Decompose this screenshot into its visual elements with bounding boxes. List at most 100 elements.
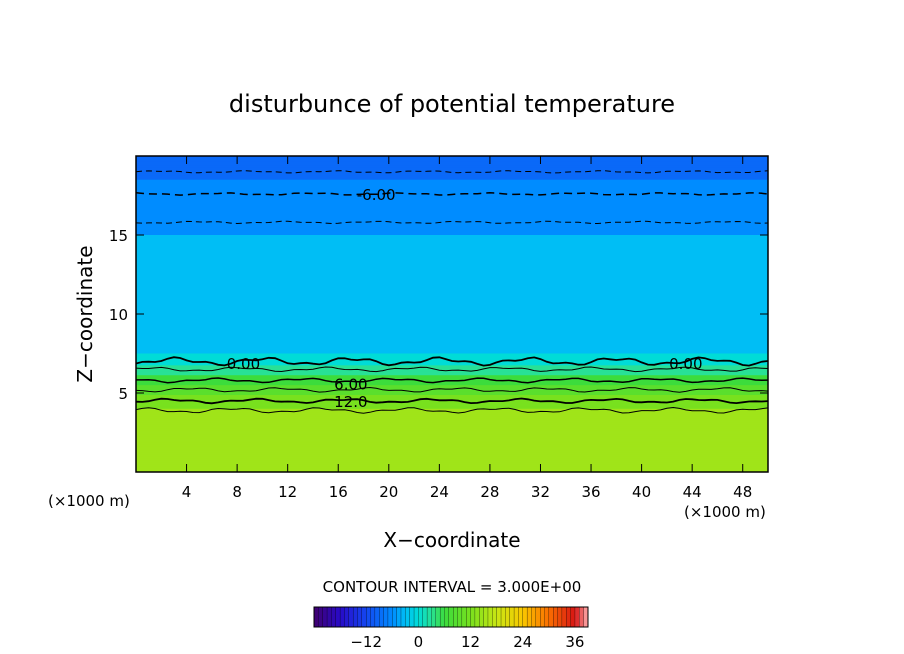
color-band (136, 233, 768, 236)
color-band (136, 306, 768, 309)
colorbar-cell (387, 606, 393, 628)
color-band (136, 450, 768, 453)
color-band (136, 209, 768, 212)
chart-title: disturbunce of potential temperature (229, 90, 675, 118)
colorbar-cell (570, 606, 576, 628)
colorbar-cell (348, 606, 354, 628)
color-band (136, 460, 768, 463)
color-band (136, 444, 768, 447)
color-band (136, 454, 768, 457)
color-band (136, 217, 768, 220)
color-band (136, 321, 768, 325)
color-band (136, 205, 768, 208)
color-band (136, 270, 768, 274)
color-band (136, 337, 768, 341)
colorbar-cell (339, 606, 345, 628)
color-band (136, 219, 768, 222)
color-band (136, 256, 768, 260)
colorbar-cell (379, 606, 385, 628)
x-tick-label: 20 (379, 483, 398, 501)
colorbar-cell (318, 606, 324, 628)
color-band (136, 355, 768, 359)
y-axis-ticks: 5 10 15 (109, 227, 768, 403)
color-band (136, 189, 768, 193)
colorbar-cell (513, 606, 519, 628)
colorbar-cell (431, 606, 437, 628)
color-band (136, 225, 768, 228)
y-tick-label: 5 (118, 385, 128, 403)
color-band (136, 383, 768, 386)
contour-line (136, 356, 768, 367)
colorbar-cell (435, 606, 441, 628)
colorbar-cell (322, 606, 328, 628)
color-band (136, 393, 768, 396)
color-band (136, 296, 768, 299)
color-band (136, 276, 768, 280)
x-tick-label: 24 (430, 483, 449, 501)
color-band (136, 181, 768, 185)
color-band (136, 466, 768, 469)
color-band (136, 333, 768, 337)
colorbar-cell (487, 606, 493, 628)
contour-line (136, 377, 768, 384)
color-band (136, 238, 768, 242)
colorbar-cell (326, 606, 332, 628)
colorbar-ticks: −12 0 12 24 36 (350, 633, 584, 651)
color-band (136, 314, 768, 317)
color-band (136, 329, 768, 333)
color-band (136, 286, 768, 289)
color-band (136, 353, 768, 357)
color-band (136, 211, 768, 214)
color-band (136, 173, 768, 177)
colorbar-cell (374, 606, 380, 628)
color-band (136, 327, 768, 331)
x-tick-label: 44 (683, 483, 702, 501)
colorbar-cell (444, 606, 450, 628)
color-band (136, 432, 768, 436)
color-band (136, 179, 768, 183)
colorbar-cell (357, 606, 363, 628)
colorbar-cell (466, 606, 472, 628)
color-band (136, 442, 768, 445)
color-band (136, 446, 768, 449)
colorbar-cell (548, 606, 554, 628)
color-band (136, 426, 768, 430)
colorbar-cell (505, 606, 511, 628)
color-band (136, 412, 768, 416)
contour-line (136, 220, 768, 225)
color-band (136, 325, 768, 329)
colorbar-cell (413, 606, 419, 628)
color-band (136, 391, 768, 394)
color-band (136, 400, 768, 404)
color-band (136, 402, 768, 406)
color-band (136, 436, 768, 440)
colorbar-cell (526, 606, 532, 628)
colorbar: −12 0 12 24 36 (313, 606, 589, 651)
color-band (136, 165, 768, 169)
colorbar-cell (344, 606, 350, 628)
color-band (136, 236, 768, 240)
colorbar-cell (540, 606, 545, 628)
color-band (136, 163, 768, 167)
colorbar-tick-label: 0 (414, 633, 424, 651)
x-tick-label: 48 (733, 483, 752, 501)
color-band (136, 302, 768, 305)
y-tick-label: 10 (109, 306, 128, 324)
color-band (136, 343, 768, 347)
colorbar-cell (561, 606, 567, 628)
colorbar-cell (457, 606, 463, 628)
color-band (136, 462, 768, 465)
colorbar-cell (331, 606, 337, 628)
color-band (136, 351, 768, 355)
colorbar-cell (453, 606, 458, 628)
color-band (136, 315, 768, 319)
color-band (136, 434, 768, 438)
color-band (136, 288, 768, 291)
color-band (136, 387, 768, 390)
colorbar-cells (313, 606, 589, 628)
x-tick-label: 36 (581, 483, 600, 501)
colorbar-cell (461, 606, 467, 628)
color-band (136, 422, 768, 426)
colorbar-tick-label: −12 (350, 633, 382, 651)
